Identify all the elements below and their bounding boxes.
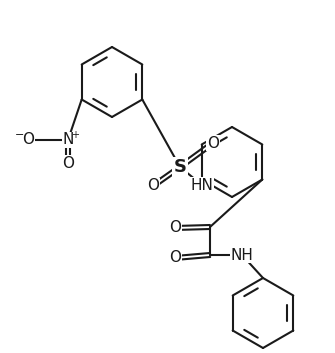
Text: −: −: [15, 130, 25, 140]
Text: O: O: [62, 156, 74, 170]
Text: +: +: [71, 130, 79, 140]
Text: O: O: [169, 251, 181, 265]
Text: HN: HN: [191, 178, 213, 192]
Text: N: N: [62, 132, 74, 148]
Text: NH: NH: [230, 247, 254, 263]
Text: O: O: [147, 179, 159, 193]
Text: O: O: [169, 221, 181, 235]
Text: O: O: [22, 132, 34, 148]
Text: O: O: [207, 136, 219, 150]
Text: S: S: [174, 158, 187, 176]
